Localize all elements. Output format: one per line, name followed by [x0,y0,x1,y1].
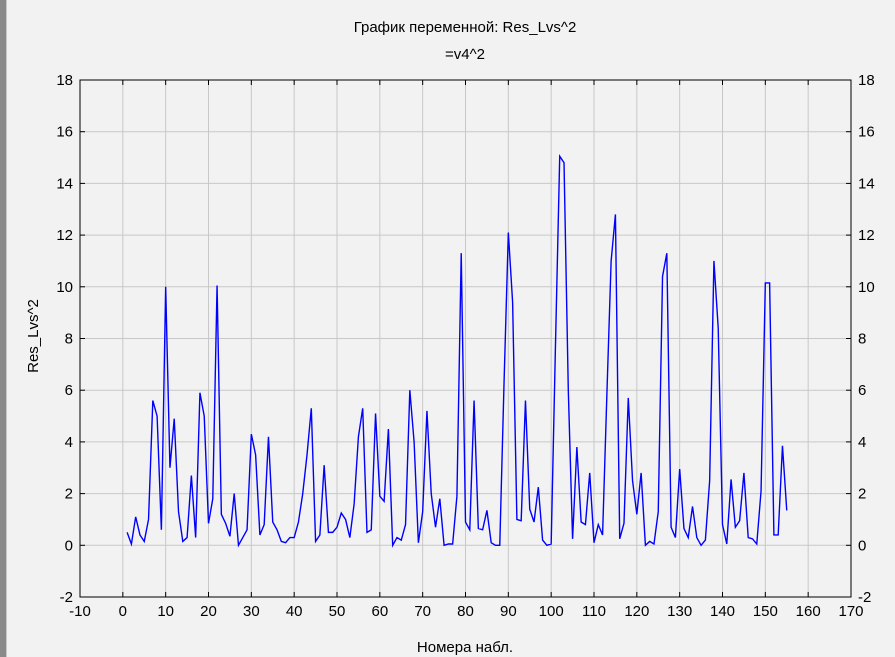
x-tick-label: 60 [371,603,388,620]
x-tick-label: 100 [539,603,564,620]
y-tick-label-left: 16 [56,124,73,141]
x-tick-label: 50 [329,603,346,620]
y-tick-label-right: 12 [858,227,875,244]
x-tick-label: 140 [710,603,735,620]
x-tick-label: 170 [838,603,863,620]
x-tick-label: 130 [667,603,692,620]
y-tick-label-right: 10 [858,279,875,296]
y-tick-label-right: 18 [858,72,875,89]
y-axis-label: Res_Lvs^2 [25,299,42,373]
y-tick-label-left: 4 [65,434,73,451]
chart-subtitle: =v4^2 [445,46,485,63]
y-tick-label-right: 16 [858,124,875,141]
y-tick-label-left: 10 [56,279,73,296]
x-tick-label: 20 [200,603,217,620]
y-tick-label-right: 8 [858,331,866,348]
y-tick-label-right: -2 [858,589,871,606]
y-tick-label-left: 14 [56,175,73,192]
y-tick-label-left: 12 [56,227,73,244]
x-tick-label: 110 [582,603,606,620]
window-left-border [0,0,7,657]
y-tick-label-right: 0 [858,537,866,554]
x-tick-label: -10 [69,603,91,620]
y-tick-label-right: 6 [858,382,866,399]
y-tick-label-right: 2 [858,486,866,503]
y-tick-label-right: 4 [858,434,866,451]
axis-ticks: -10 0 10 20 30 40 50 60 70 80 90 100 110 120 130 140 150… [56,72,874,620]
y-tick-label-left: 6 [65,382,73,399]
x-tick-label: 0 [119,603,127,620]
y-tick-label-left: 8 [65,331,73,348]
x-tick-label: 10 [157,603,174,620]
y-tick-label-left: 0 [65,537,73,554]
series-line [126,154,788,548]
y-tick-label-left: 2 [65,486,73,503]
y-tick-label-right: 14 [858,175,875,192]
chart-title: График переменной: Res_Lvs^2 [354,19,577,36]
x-tick-label: 80 [457,603,474,620]
x-tick-label: 120 [624,603,649,620]
x-tick-label: 90 [500,603,517,620]
y-tick-label-left: 18 [56,72,73,89]
x-tick-label: 160 [796,603,821,620]
x-axis-label: Номера набл. [417,639,513,656]
x-tick-label: 150 [753,603,778,620]
x-tick-label: 30 [243,603,260,620]
x-tick-label: 70 [414,603,431,620]
y-tick-label-left: -2 [60,589,73,606]
x-tick-label: 40 [286,603,303,620]
